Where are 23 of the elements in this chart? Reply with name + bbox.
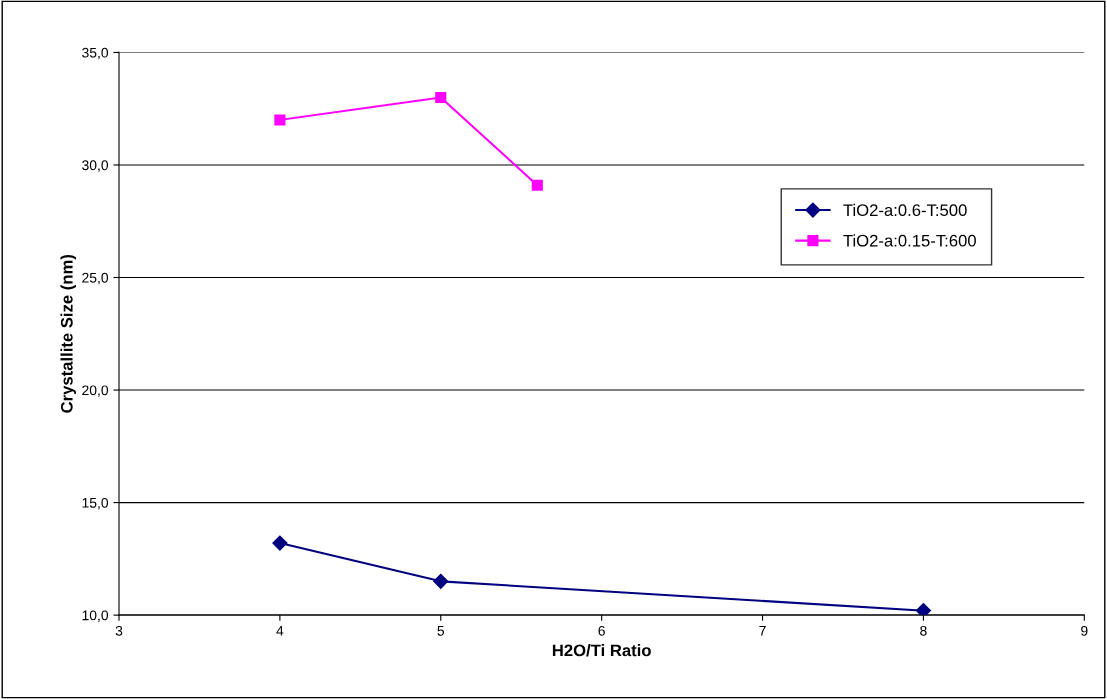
- x-tick-label: 9: [1081, 625, 1088, 636]
- point: [433, 573, 449, 589]
- x-tick-label: 7: [759, 626, 766, 636]
- y-tick-label: 35,0: [82, 47, 109, 60]
- legend-label: TiO2-a:0.6-T:500: [843, 203, 967, 217]
- point: [274, 114, 286, 126]
- y-tick-label: 20,0: [82, 385, 109, 397]
- x-tick-label: 8: [920, 625, 927, 636]
- x-tick-label: 4: [276, 626, 284, 636]
- y-axis-title: Crystallite Size (nm): [60, 254, 76, 413]
- point: [272, 535, 288, 551]
- y-tick-label: 15,0: [82, 497, 109, 510]
- legend-label: TiO2-a:0.15-T:600: [843, 234, 976, 247]
- x-axis-title: H2O/Ti Ratio: [552, 644, 651, 657]
- y-tick-label: 25,0: [82, 272, 109, 285]
- point: [435, 91, 447, 103]
- x-tick-label: 5: [437, 626, 445, 636]
- y-tick-label: 10,0: [82, 610, 109, 622]
- x-tick-label: 6: [598, 625, 605, 636]
- x-tick-label: 3: [115, 625, 123, 636]
- point: [915, 603, 931, 616]
- y-tick-label: 30,0: [82, 160, 109, 172]
- point: [531, 179, 543, 191]
